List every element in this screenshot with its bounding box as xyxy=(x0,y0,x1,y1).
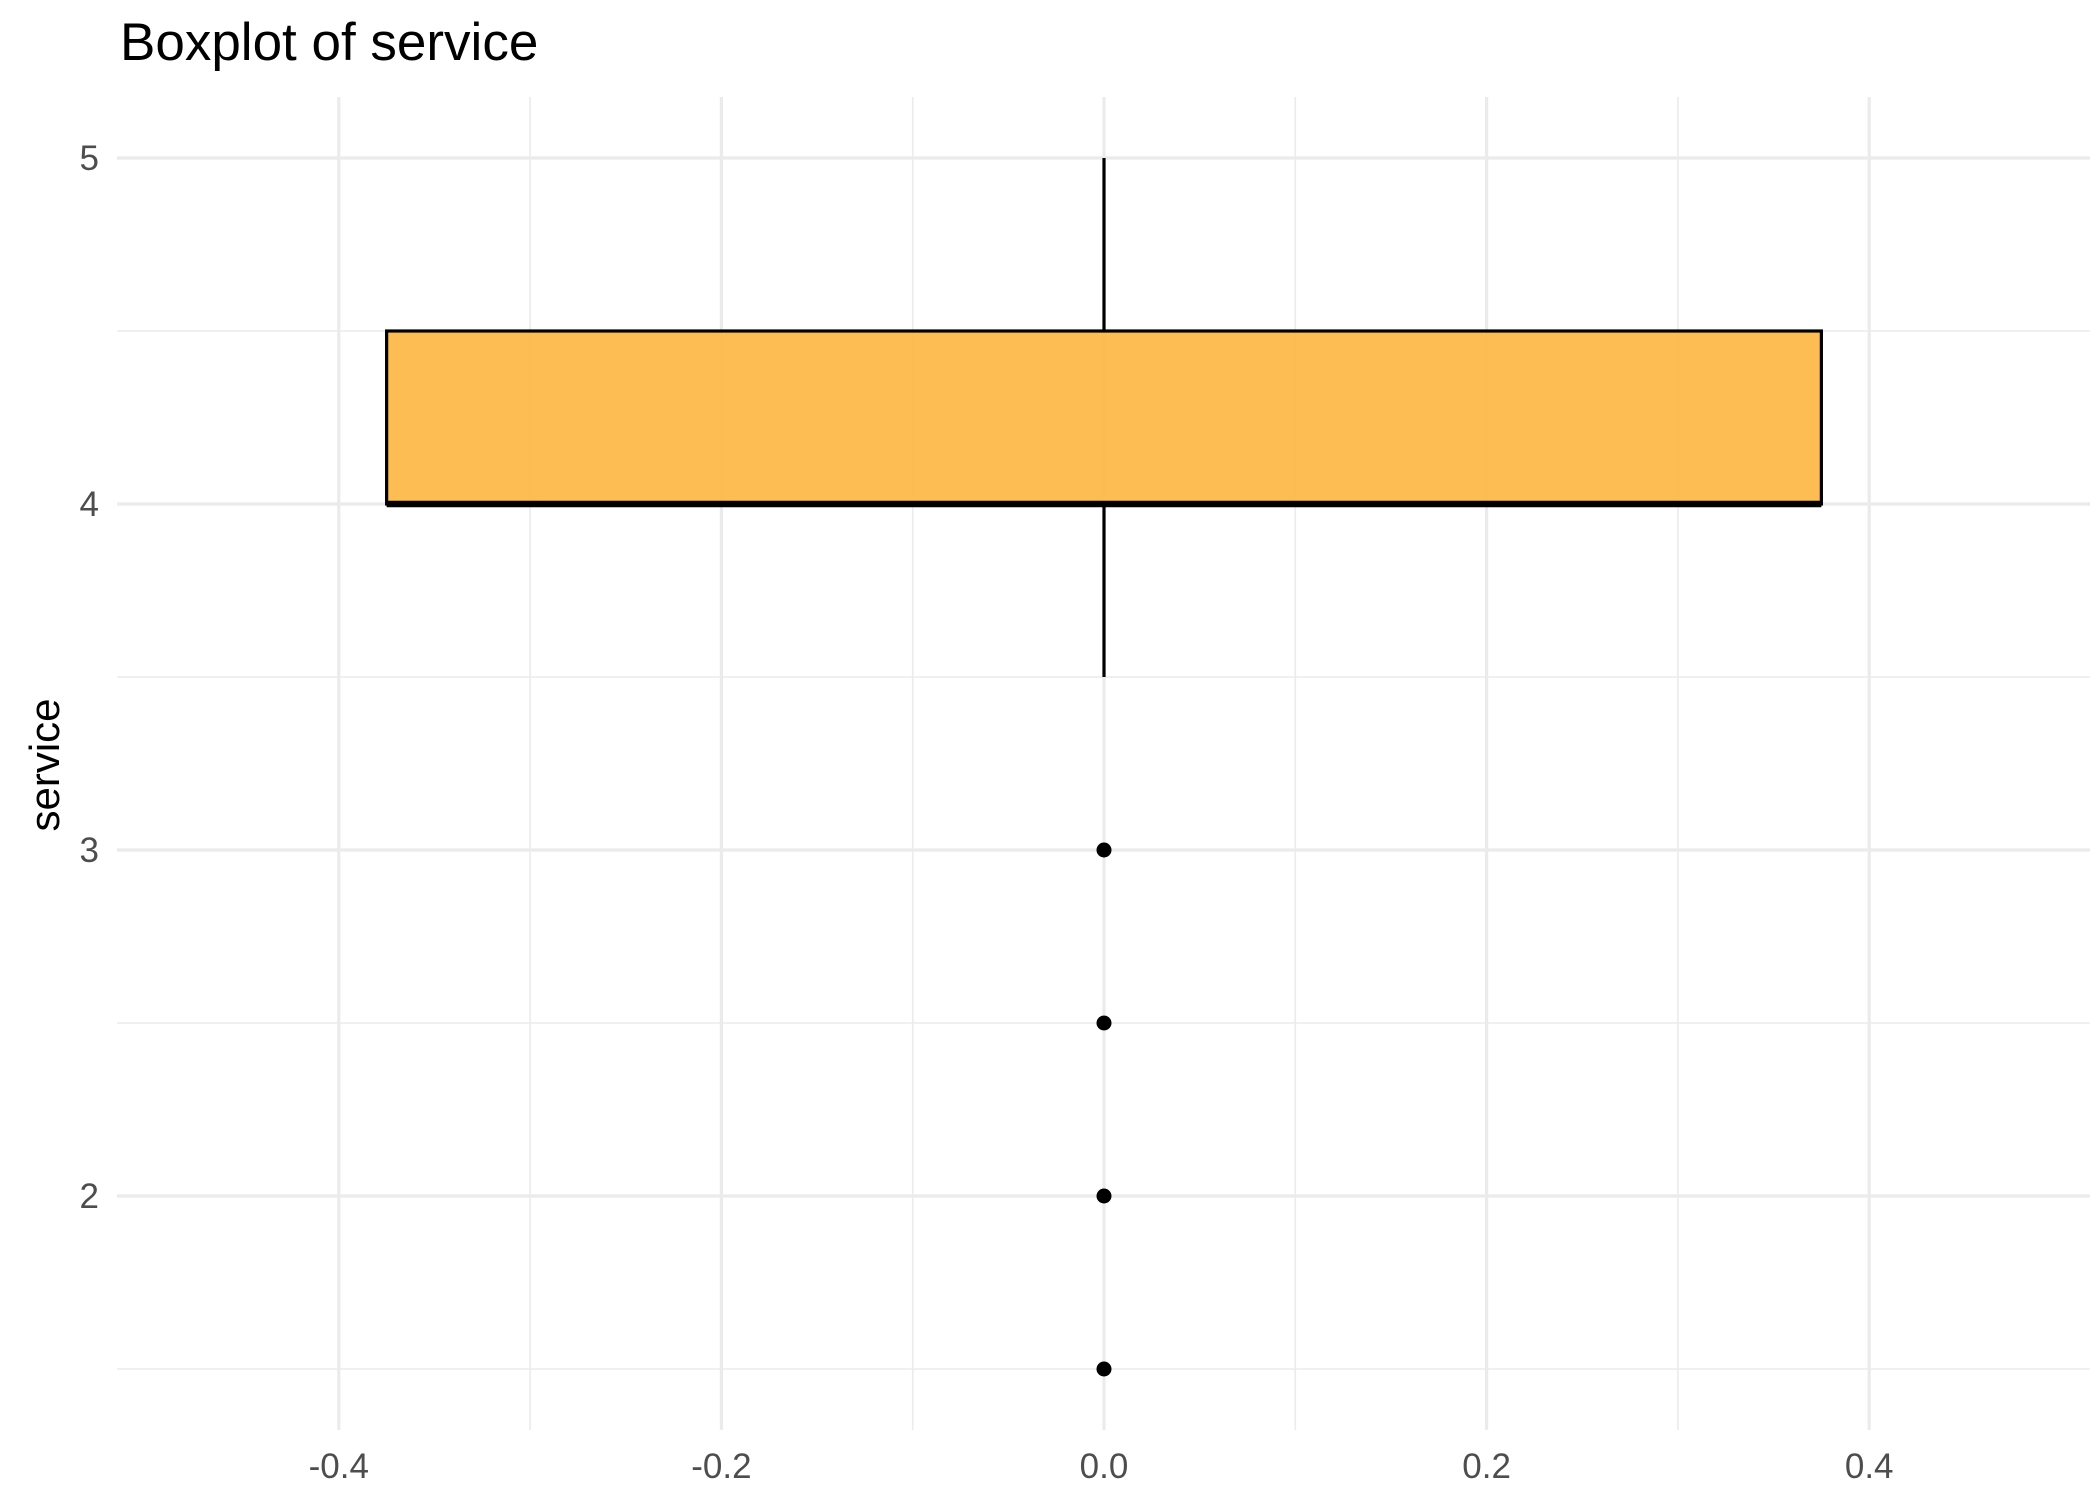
y-axis-title: service xyxy=(21,698,68,831)
y-tick-label: 4 xyxy=(80,485,99,524)
outlier-point xyxy=(1096,842,1112,858)
y-tick-label: 2 xyxy=(80,1177,99,1216)
outlier-points xyxy=(1096,842,1112,1377)
chart-title: Boxplot of service xyxy=(120,13,538,72)
outlier-point xyxy=(1096,1188,1112,1204)
x-axis-tick-labels: -0.4 -0.2 0.0 0.2 0.4 xyxy=(309,1447,1894,1486)
y-tick-label: 3 xyxy=(80,831,99,870)
x-tick-label: -0.4 xyxy=(309,1447,369,1486)
interquartile-box xyxy=(385,329,1823,506)
outlier-point xyxy=(1096,1361,1112,1377)
x-tick-label: 0.4 xyxy=(1845,1447,1894,1486)
x-tick-label: -0.2 xyxy=(691,1447,751,1486)
x-tick-label: 0.0 xyxy=(1080,1447,1129,1486)
y-axis-tick-labels: 2 3 4 5 xyxy=(80,139,99,1216)
x-tick-label: 0.2 xyxy=(1462,1447,1511,1486)
outlier-point xyxy=(1096,1015,1112,1031)
y-tick-label: 5 xyxy=(80,139,99,178)
boxplot xyxy=(385,158,1823,677)
